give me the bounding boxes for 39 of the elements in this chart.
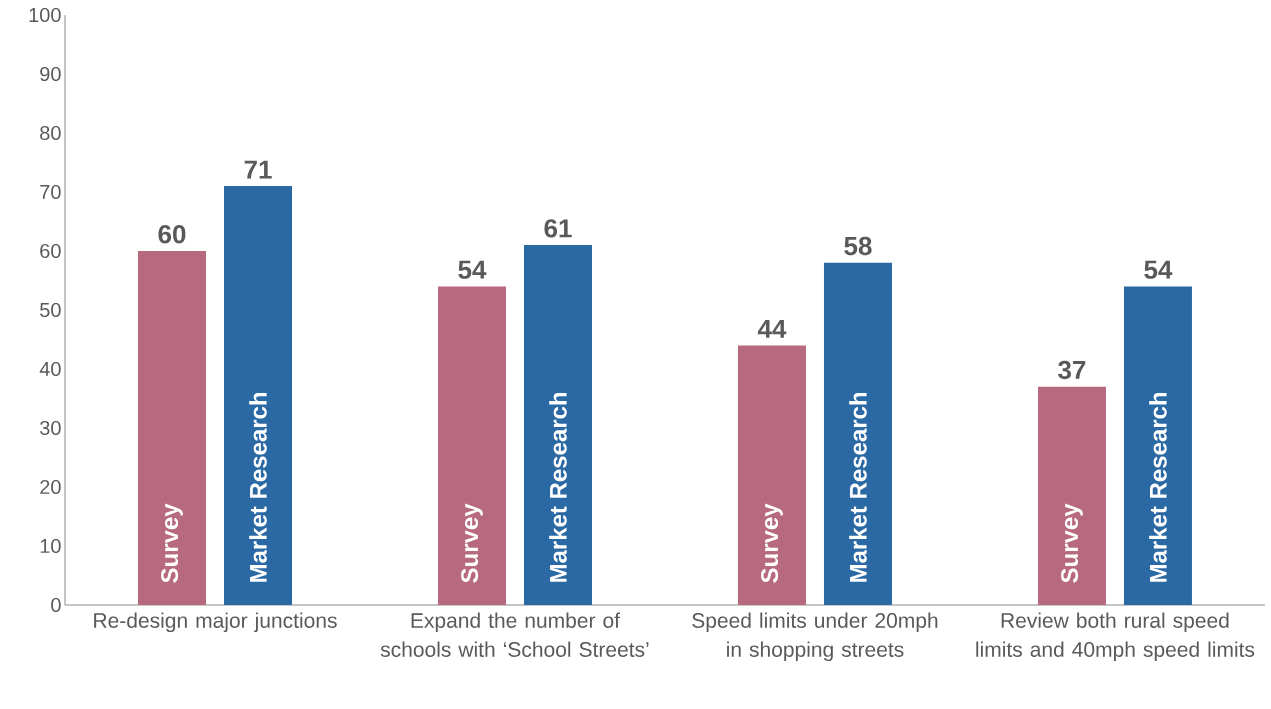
text: Market Research [1149, 392, 1167, 582]
x-tick-label: Expand the number of schools with ‘School Streets’ [380, 612, 649, 657]
text: Survey [461, 503, 483, 583]
y-tick-label: 80 [40, 125, 61, 141]
data-label: 54 [1144, 260, 1173, 279]
bar [1037, 386, 1106, 605]
x-tick-label: Speed limits under 20mph in shopping streets [692, 612, 938, 662]
y-tick-label: 50 [40, 302, 61, 318]
y-tick-label: 100 [29, 7, 61, 23]
bar [1123, 286, 1192, 605]
data-label: 60 [158, 225, 186, 244]
bar [138, 250, 207, 605]
y-tick-label: 10 [40, 538, 61, 554]
y-tick-label: 70 [40, 184, 61, 200]
data-label: 37 [1058, 360, 1086, 380]
x-tick-label: Review both rural speed limits and 40mph speed limits [976, 612, 1255, 662]
text: Survey [761, 503, 783, 583]
y-tick-label: 90 [40, 66, 61, 82]
text: Market Research [849, 392, 867, 582]
y-tick-label: 20 [40, 479, 61, 495]
y-tick-label: 0 [51, 597, 61, 613]
text: Market Research [549, 392, 567, 582]
data-label: 54 [458, 260, 487, 279]
series-label: Survey [161, 503, 183, 583]
data-label: 71 [244, 160, 272, 179]
bar [523, 245, 592, 605]
bar [224, 186, 292, 605]
text: Survey [1061, 503, 1083, 583]
data-label: 44 [757, 319, 787, 338]
y-tick-label: 60 [40, 243, 61, 259]
data-label: 61 [544, 219, 572, 238]
data-label: 58 [844, 236, 872, 256]
y-tick-label: 30 [40, 420, 61, 436]
y-tick-label: 40 [39, 361, 61, 377]
bar [437, 286, 506, 605]
series-label: Market Research [249, 392, 267, 582]
bar [737, 345, 806, 605]
x-tick-label: Re-design major junctions [94, 612, 337, 633]
bar [823, 262, 892, 605]
